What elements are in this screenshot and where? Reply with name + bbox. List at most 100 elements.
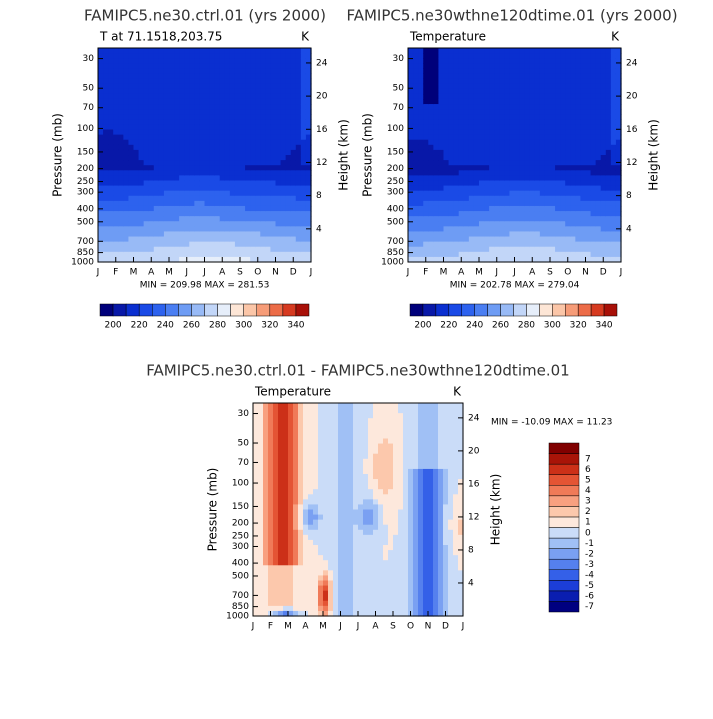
contour-cell <box>250 251 256 258</box>
contour-cell <box>448 185 455 192</box>
contour-cell <box>138 73 145 80</box>
contour-cell <box>323 534 329 541</box>
contour-cell <box>595 221 602 227</box>
contour-cell <box>118 119 124 126</box>
contour-cell <box>343 514 349 521</box>
contour-cell <box>323 565 329 571</box>
contour-cell <box>539 200 546 207</box>
contour-cell <box>570 175 576 182</box>
contour-cell <box>408 185 414 192</box>
contour-cell <box>199 109 206 115</box>
contour-cell <box>443 93 450 100</box>
contour-cell <box>270 149 277 156</box>
contour-cell <box>303 504 309 511</box>
contour-cell <box>373 519 379 526</box>
contour-cell <box>524 78 531 85</box>
contour-cell <box>438 104 445 110</box>
contour-cell <box>283 555 289 561</box>
contour-cell <box>494 144 500 151</box>
contour-cell <box>529 93 536 100</box>
contour-cell <box>98 236 104 243</box>
contour-cell <box>278 443 284 450</box>
contour-cell <box>580 124 587 131</box>
contour-cell <box>234 48 241 54</box>
contour-cell <box>388 433 394 440</box>
contour-cell <box>179 149 185 156</box>
contour-cell <box>333 595 339 602</box>
contour-cell <box>575 180 582 187</box>
contour-cell <box>255 144 261 151</box>
contour-cell <box>433 73 440 80</box>
contour-cell <box>224 160 231 166</box>
contour-cell <box>143 236 150 243</box>
contour-cell <box>245 73 251 80</box>
contour-cell <box>560 226 566 233</box>
contour-cell <box>169 221 175 227</box>
contour-cell <box>509 195 516 202</box>
contour-cell <box>128 231 135 238</box>
contour-cell <box>123 78 130 85</box>
contour-cell <box>524 88 531 95</box>
contour-cell <box>443 180 450 187</box>
contour-cell <box>595 236 602 243</box>
contour-cell <box>189 185 195 192</box>
contour-cell <box>219 129 226 136</box>
contour-cell <box>255 236 261 243</box>
contour-cell <box>433 134 440 141</box>
contour-cell <box>473 149 480 156</box>
contour-cell <box>458 53 465 59</box>
contour-cell <box>479 160 485 166</box>
contour-cell <box>273 509 279 516</box>
contour-cell <box>383 418 389 424</box>
contour-cell <box>368 585 374 592</box>
contour-cell <box>288 443 294 450</box>
contour-cell <box>179 205 185 212</box>
contour-cell <box>499 160 505 166</box>
contour-cell <box>103 149 109 156</box>
contour-cell <box>153 68 160 75</box>
contour-cell <box>468 53 475 59</box>
contour-cell <box>590 104 597 110</box>
contour-cell <box>353 418 359 424</box>
contour-cell <box>179 88 185 95</box>
contour-cell <box>368 433 374 440</box>
contour-cell <box>313 555 319 561</box>
contour-cell <box>313 443 319 450</box>
contour-cell <box>338 555 344 561</box>
contour-cell <box>148 53 155 59</box>
contour-cell <box>373 443 379 450</box>
contour-cell <box>438 256 445 263</box>
contour-cell <box>303 468 309 475</box>
contour-cell <box>580 236 587 243</box>
contour-cell <box>544 144 551 151</box>
contour-cell <box>123 98 130 105</box>
contour-cell <box>293 484 299 490</box>
contour-cell <box>260 139 266 146</box>
contour-cell <box>479 109 485 115</box>
contour-cell <box>153 211 160 217</box>
contour-cell <box>539 83 546 90</box>
x-tick-label: N <box>582 268 589 278</box>
contour-cell <box>433 124 440 131</box>
contour-cell <box>199 104 206 110</box>
contour-cell <box>524 231 531 238</box>
contour-cell <box>494 190 500 197</box>
contour-cell <box>280 216 287 222</box>
contour-cell <box>565 155 571 161</box>
contour-cell <box>463 83 470 90</box>
contour-cell <box>438 48 445 54</box>
contour-cell <box>148 48 155 54</box>
contour-cell <box>214 109 221 115</box>
contour-cell <box>300 53 307 59</box>
contour-cell <box>463 175 470 182</box>
contour-cell <box>333 463 339 470</box>
contour-cell <box>189 68 195 75</box>
contour-cell <box>463 78 470 85</box>
contour-cell <box>273 468 279 475</box>
contour-cell <box>153 200 160 207</box>
contour-cell <box>98 144 104 151</box>
contour-cell <box>338 534 344 541</box>
contour-cell <box>295 251 302 258</box>
contour-cell <box>383 580 389 587</box>
contour-cell <box>113 119 119 126</box>
